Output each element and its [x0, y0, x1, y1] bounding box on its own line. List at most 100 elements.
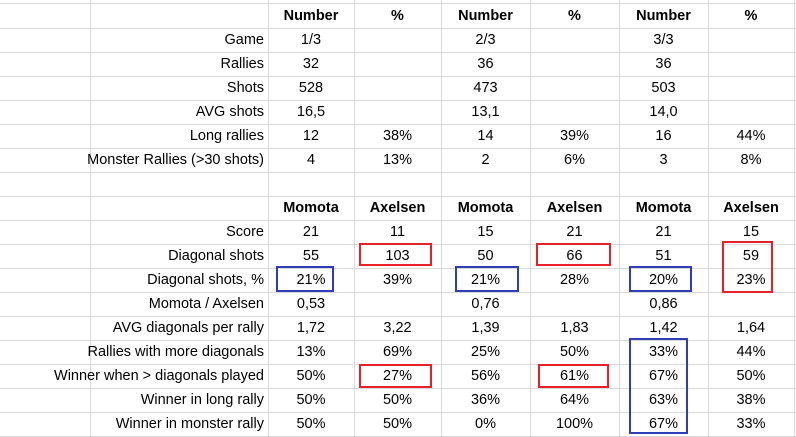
- table-cell[interactable]: [708, 100, 794, 124]
- table-cell[interactable]: 4: [306, 152, 316, 168]
- table-cell[interactable]: 3/3: [653, 32, 674, 48]
- table-cell[interactable]: 13%: [382, 152, 413, 168]
- table-cell[interactable]: 50%: [736, 368, 766, 384]
- column-header[interactable]: Axelsen: [369, 200, 426, 216]
- table-cell[interactable]: 103: [385, 248, 410, 264]
- table-cell[interactable]: 50%: [296, 416, 326, 432]
- table-cell[interactable]: 16: [655, 128, 672, 144]
- table-cell[interactable]: [530, 100, 619, 124]
- row-label[interactable]: Diagonal shots, %: [147, 272, 264, 288]
- column-header[interactable]: Momota: [283, 200, 339, 216]
- table-cell[interactable]: 14: [477, 128, 494, 144]
- table-cell[interactable]: 44%: [736, 344, 766, 360]
- table-cell[interactable]: 14,0: [649, 104, 678, 120]
- column-header[interactable]: %: [391, 8, 404, 24]
- table-cell[interactable]: [708, 52, 794, 76]
- table-cell[interactable]: 2/3: [475, 32, 496, 48]
- table-cell[interactable]: 69%: [382, 344, 413, 360]
- table-cell[interactable]: 28%: [559, 272, 590, 288]
- table-cell[interactable]: 38%: [382, 128, 413, 144]
- table-cell[interactable]: 1,83: [560, 320, 589, 336]
- table-cell[interactable]: 33%: [648, 344, 679, 360]
- table-cell[interactable]: [530, 52, 619, 76]
- row-label[interactable]: Diagonal shots: [168, 248, 264, 264]
- row-label[interactable]: Shots: [226, 80, 264, 96]
- table-cell[interactable]: 44%: [736, 128, 766, 144]
- table-cell[interactable]: 503: [651, 80, 676, 96]
- table-cell[interactable]: 50%: [559, 344, 590, 360]
- table-cell[interactable]: 50%: [296, 368, 326, 384]
- column-header[interactable]: Momota: [457, 200, 514, 216]
- table-cell[interactable]: 38%: [736, 392, 766, 408]
- table-cell[interactable]: 1/3: [300, 32, 322, 48]
- table-cell[interactable]: 20%: [648, 272, 679, 288]
- column-header[interactable]: Momota: [635, 200, 692, 216]
- table-cell[interactable]: 473: [473, 80, 498, 96]
- table-cell[interactable]: [530, 76, 619, 100]
- table-cell[interactable]: 1,42: [649, 320, 678, 336]
- table-cell[interactable]: [354, 292, 441, 316]
- table-cell[interactable]: 66: [566, 248, 583, 264]
- table-cell[interactable]: 61%: [559, 368, 590, 384]
- table-cell[interactable]: 12: [302, 128, 320, 144]
- table-cell[interactable]: 0,86: [649, 296, 678, 312]
- table-cell[interactable]: 2: [481, 152, 490, 168]
- table-cell[interactable]: 67%: [648, 368, 679, 384]
- column-header[interactable]: Number: [636, 8, 691, 24]
- table-cell[interactable]: [708, 292, 794, 316]
- table-cell[interactable]: 21%: [470, 272, 501, 288]
- row-label[interactable]: Score: [226, 224, 264, 240]
- table-cell[interactable]: 13,1: [471, 104, 500, 120]
- table-cell[interactable]: 0,76: [471, 296, 500, 312]
- table-cell[interactable]: 13%: [296, 344, 326, 360]
- column-header[interactable]: Number: [283, 8, 339, 24]
- table-cell[interactable]: 51: [655, 248, 672, 264]
- table-cell[interactable]: 50: [477, 248, 494, 264]
- table-cell[interactable]: [530, 28, 619, 52]
- table-cell[interactable]: 1,39: [471, 320, 500, 336]
- table-cell[interactable]: [354, 52, 441, 76]
- table-cell[interactable]: 6%: [564, 152, 585, 168]
- table-cell[interactable]: 11: [389, 224, 406, 240]
- table-cell[interactable]: 59: [742, 248, 760, 264]
- table-cell[interactable]: 3: [659, 152, 668, 168]
- row-label[interactable]: AVG shots: [195, 104, 264, 120]
- table-cell[interactable]: [530, 292, 619, 316]
- table-cell[interactable]: 16,5: [296, 104, 326, 120]
- column-header[interactable]: %: [568, 8, 581, 24]
- table-cell[interactable]: 1,72: [296, 320, 326, 336]
- table-cell[interactable]: 100%: [555, 416, 594, 432]
- table-cell[interactable]: [354, 28, 441, 52]
- table-cell[interactable]: 63%: [648, 392, 679, 408]
- table-cell[interactable]: 21: [655, 224, 672, 240]
- table-cell[interactable]: 0%: [475, 416, 496, 432]
- row-label[interactable]: Winner in long rally: [140, 392, 264, 408]
- row-label[interactable]: Momota / Axelsen: [148, 296, 264, 312]
- table-cell[interactable]: 0,53: [296, 296, 326, 312]
- table-cell[interactable]: 23%: [736, 272, 766, 288]
- table-cell[interactable]: 21: [302, 224, 320, 240]
- column-header[interactable]: Axelsen: [546, 200, 603, 216]
- row-label[interactable]: Monster Rallies (>30 shots): [87, 152, 264, 168]
- column-header[interactable]: %: [744, 8, 758, 24]
- table-cell[interactable]: 50%: [296, 392, 326, 408]
- table-cell[interactable]: 56%: [470, 368, 501, 384]
- row-label[interactable]: Game: [224, 32, 265, 48]
- table-cell[interactable]: 15: [742, 224, 760, 240]
- table-cell[interactable]: 64%: [559, 392, 590, 408]
- table-cell[interactable]: 55: [302, 248, 320, 264]
- row-label[interactable]: Winner in monster rally: [115, 416, 264, 432]
- table-cell[interactable]: 32: [302, 56, 320, 72]
- row-label[interactable]: Rallies with more diagonals: [87, 344, 265, 360]
- table-cell[interactable]: [708, 76, 794, 100]
- table-cell[interactable]: 50%: [382, 392, 413, 408]
- table-cell[interactable]: [354, 100, 441, 124]
- table-cell[interactable]: 67%: [648, 416, 679, 432]
- column-header[interactable]: Number: [458, 8, 513, 24]
- table-cell[interactable]: [708, 28, 794, 52]
- row-label[interactable]: Rallies: [220, 56, 264, 72]
- table-cell[interactable]: 50%: [382, 416, 413, 432]
- row-label[interactable]: AVG diagonals per rally: [112, 320, 264, 336]
- table-cell[interactable]: 33%: [736, 416, 766, 432]
- table-cell[interactable]: 8%: [740, 152, 762, 168]
